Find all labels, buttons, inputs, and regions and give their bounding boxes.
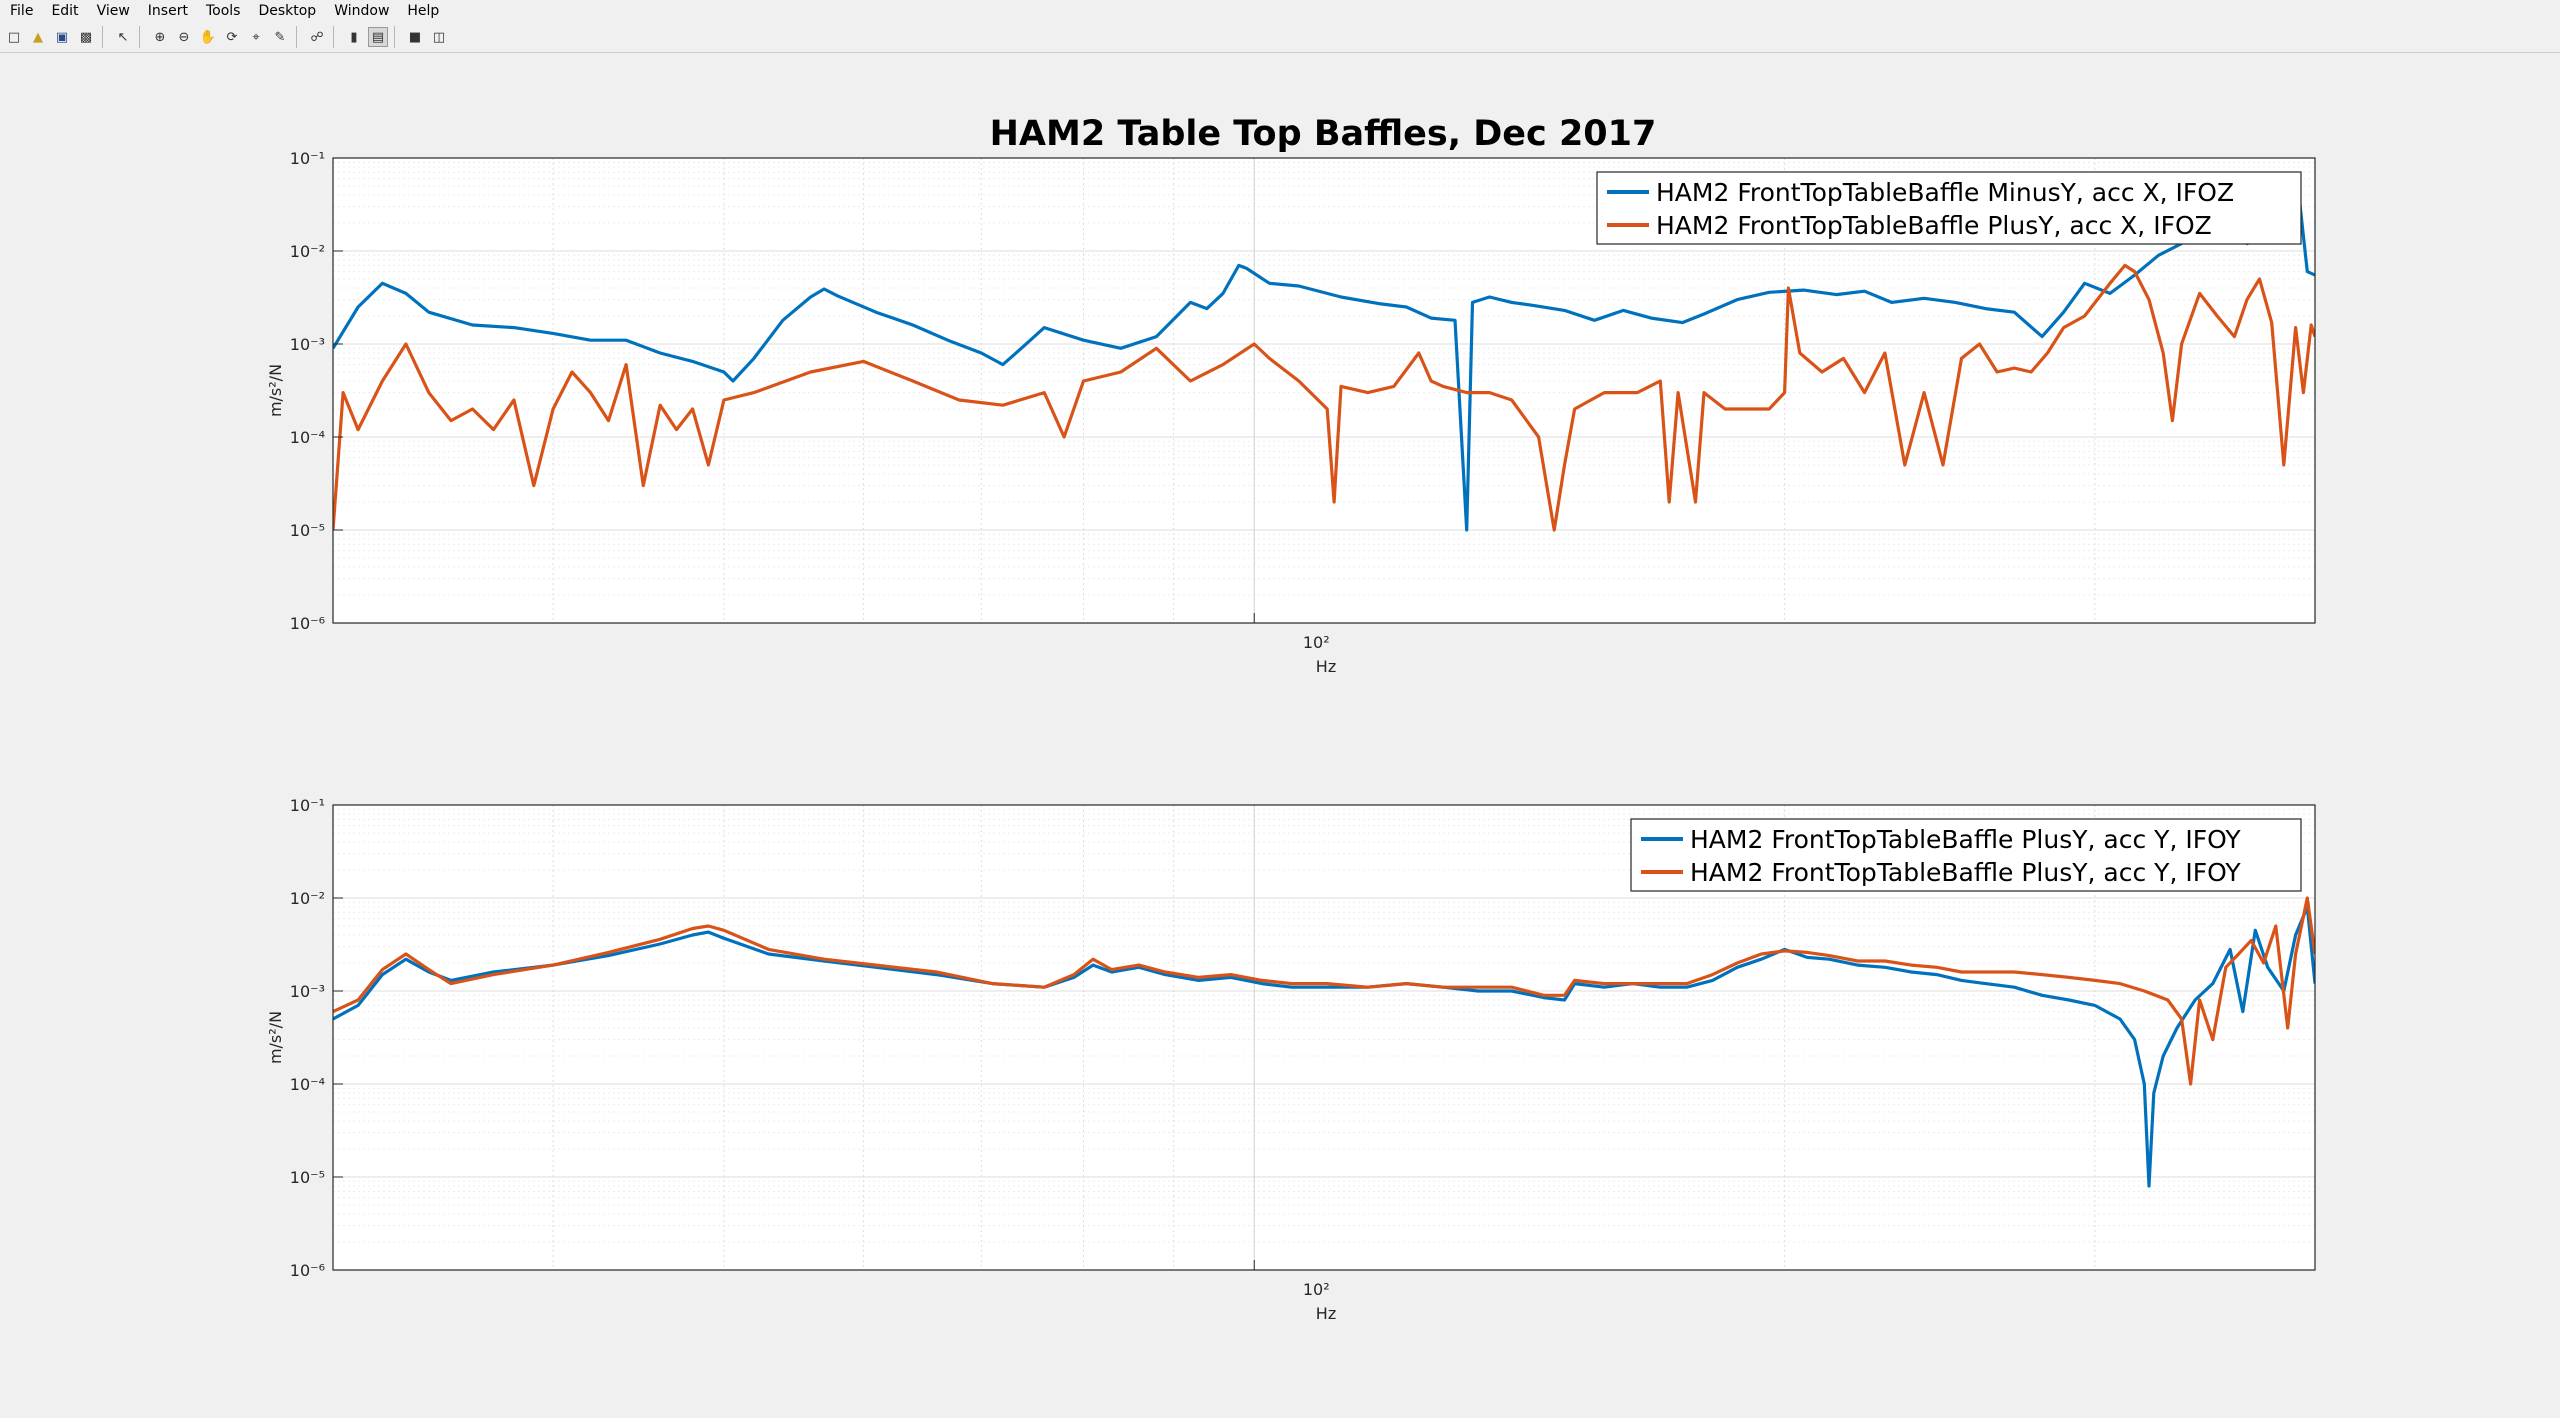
series-line-1	[333, 905, 2315, 1188]
menu-help[interactable]: Help	[407, 3, 440, 19]
rotate-3d-icon[interactable]: ⟳	[226, 29, 238, 45]
legend-entry-1: HAM2 FrontTopTableBaffle PlusY, acc Y, I…	[1690, 825, 2241, 854]
new-figure-icon[interactable]: □	[7, 29, 21, 45]
axes-box	[332, 804, 2316, 1271]
colorbar-icon[interactable]: ▮	[350, 29, 358, 45]
menu-edit[interactable]: Edit	[51, 3, 79, 19]
y-tick-label: 10⁻⁴	[290, 1075, 325, 1094]
y-tick-label: 10⁻³	[290, 982, 325, 1001]
legend-entry-2: HAM2 FrontTopTableBaffle PlusY, acc Y, I…	[1690, 858, 2241, 887]
y-tick-label: 10⁻¹	[290, 796, 325, 815]
y-tick-label: 10⁻¹	[290, 149, 325, 168]
y-tick-label: 10⁻⁵	[290, 521, 325, 540]
legend-icon[interactable]: ▤	[368, 27, 388, 47]
select-arrow-icon[interactable]: ↖	[117, 29, 129, 45]
y-tick-label: 10⁻³	[290, 335, 325, 354]
hide-plot-tools-icon[interactable]: ■	[408, 29, 422, 45]
legend-box	[1630, 818, 2302, 892]
print-icon[interactable]: ▩	[79, 29, 93, 45]
menu-view[interactable]: View	[96, 3, 130, 19]
axes-box	[332, 157, 2316, 624]
y-axis-label: m/s²/N	[266, 1011, 285, 1064]
x-tick-label: 10²	[1303, 1280, 1330, 1299]
pan-hand-icon[interactable]: ✋	[199, 29, 217, 45]
series-line-1	[333, 198, 2315, 532]
menu-desktop[interactable]: Desktop	[258, 3, 317, 19]
menu-insert[interactable]: Insert	[147, 3, 188, 19]
legend-entry-1: HAM2 FrontTopTableBaffle MinusY, acc X, …	[1656, 178, 2234, 207]
plot-panel-2: 10⁻⁶ 10⁻⁵ 10⁻⁴ 10⁻³ 10⁻² 10⁻¹ 10² Hz m/s²/N HAM2 …	[266, 796, 2316, 1323]
legend-box	[1596, 171, 2302, 245]
x-axis-label: Hz	[1316, 657, 1336, 676]
link-plot-icon[interactable]: ☍	[310, 29, 324, 45]
zoom-out-icon[interactable]: ⊖	[178, 29, 190, 45]
figure-toolbar: □ ▲ ▣ ▩ ↖ ⊕ ⊖ ✋ ⟳ ⌖ ✎ ☍ ▮ ▤ ■ ◫	[0, 22, 2560, 53]
save-icon[interactable]: ▣	[55, 29, 69, 45]
x-tick-label: 10²	[1303, 633, 1330, 652]
y-tick-label: 10⁻²	[290, 242, 325, 261]
open-file-icon[interactable]: ▲	[33, 29, 43, 45]
y-tick-label: 10⁻⁴	[290, 428, 325, 447]
y-axis-label: m/s²/N	[266, 364, 285, 417]
y-tick-label: 10⁻²	[290, 889, 325, 908]
plot-panel-1: 10⁻⁶ 10⁻⁵ 10⁻⁴ 10⁻³ 10⁻² 10⁻¹ 10² Hz m/s²/N HAM2 …	[266, 149, 2316, 676]
menu-bar: File Edit View Insert Tools Desktop Wind…	[0, 0, 2560, 22]
menu-tools[interactable]: Tools	[205, 3, 241, 19]
y-tick-label: 10⁻⁶	[290, 614, 325, 633]
figure-canvas: HAM2 Table Top Baffles, Dec 2017 10⁻⁶10⁻…	[266, 114, 2316, 1323]
x-axis-label: Hz	[1316, 1304, 1336, 1323]
show-plot-tools-icon[interactable]: ◫	[432, 29, 446, 45]
series-line-2	[333, 263, 2315, 532]
series-line-2	[333, 896, 2315, 1086]
y-tick-label: 10⁻⁵	[290, 1168, 325, 1187]
y-tick-label: 10⁻⁶	[290, 1261, 325, 1280]
data-cursor-icon[interactable]: ⌖	[252, 29, 260, 45]
menu-window[interactable]: Window	[334, 3, 390, 19]
menu-file[interactable]: File	[10, 3, 34, 19]
figure-title: HAM2 Table Top Baffles, Dec 2017	[990, 114, 1657, 154]
legend: HAM2 FrontTopTableBaffle PlusY, acc Y, I…	[1630, 818, 2302, 892]
legend: HAM2 FrontTopTableBaffle MinusY, acc X, …	[1596, 171, 2302, 245]
brush-icon[interactable]: ✎	[274, 29, 286, 45]
zoom-in-icon[interactable]: ⊕	[154, 29, 166, 45]
legend-entry-2: HAM2 FrontTopTableBaffle PlusY, acc X, I…	[1656, 211, 2212, 240]
